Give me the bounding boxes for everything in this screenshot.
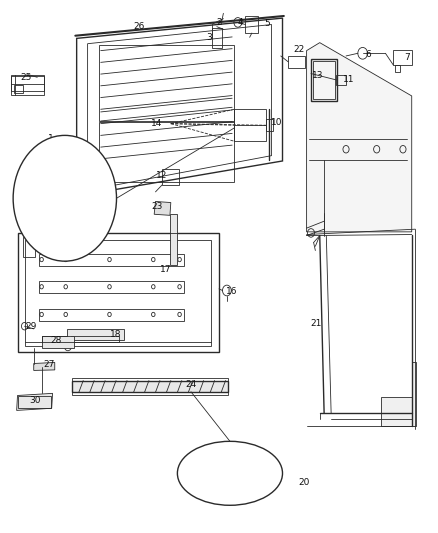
Polygon shape bbox=[17, 393, 53, 410]
Bar bbox=[14, 85, 23, 93]
Circle shape bbox=[13, 135, 117, 261]
Text: 16: 16 bbox=[226, 287, 238, 296]
Bar bbox=[393, 50, 412, 65]
Text: 6: 6 bbox=[365, 50, 371, 59]
Circle shape bbox=[71, 189, 79, 198]
Text: 4: 4 bbox=[237, 18, 243, 27]
Text: 24: 24 bbox=[185, 381, 197, 389]
Bar bbox=[245, 16, 258, 33]
Bar bbox=[72, 378, 228, 395]
Bar bbox=[170, 214, 177, 265]
Bar bbox=[99, 122, 234, 182]
Text: 1: 1 bbox=[47, 134, 53, 143]
Text: 11: 11 bbox=[343, 76, 354, 84]
Text: 21: 21 bbox=[311, 319, 322, 328]
Bar bbox=[18, 396, 51, 408]
Text: 25: 25 bbox=[21, 73, 32, 82]
Text: 23: 23 bbox=[151, 203, 162, 211]
Bar bbox=[71, 336, 119, 342]
Text: 18: 18 bbox=[110, 330, 122, 338]
Text: 28: 28 bbox=[50, 336, 62, 344]
Bar bbox=[42, 336, 74, 348]
Bar bbox=[11, 76, 44, 91]
Text: 17: 17 bbox=[160, 265, 171, 274]
Text: 3: 3 bbox=[206, 33, 212, 42]
Text: 22: 22 bbox=[293, 45, 305, 53]
Bar bbox=[266, 119, 273, 131]
Bar bbox=[39, 281, 184, 293]
Bar bbox=[39, 254, 184, 266]
Bar bbox=[162, 169, 179, 185]
Text: 7: 7 bbox=[404, 53, 410, 61]
Bar bbox=[288, 56, 305, 68]
Bar bbox=[67, 329, 124, 340]
Text: 20: 20 bbox=[298, 479, 310, 487]
Bar bbox=[208, 459, 243, 485]
Bar bbox=[412, 362, 416, 426]
Bar bbox=[234, 109, 266, 141]
Text: 30: 30 bbox=[29, 397, 40, 405]
Bar bbox=[381, 397, 414, 426]
Polygon shape bbox=[307, 43, 412, 232]
Text: 27: 27 bbox=[44, 360, 55, 369]
Bar bbox=[36, 175, 71, 217]
Ellipse shape bbox=[177, 441, 283, 505]
Bar bbox=[311, 59, 337, 101]
Bar bbox=[11, 75, 44, 95]
Bar bbox=[313, 61, 335, 99]
Text: 19: 19 bbox=[184, 480, 195, 488]
Text: 26: 26 bbox=[134, 22, 145, 31]
Text: 12: 12 bbox=[156, 172, 168, 180]
Text: 14: 14 bbox=[151, 119, 162, 128]
Text: 5: 5 bbox=[264, 20, 270, 28]
Bar bbox=[25, 240, 211, 346]
Circle shape bbox=[192, 469, 200, 478]
Text: 15: 15 bbox=[37, 190, 49, 199]
Bar bbox=[395, 65, 400, 72]
Bar bbox=[336, 75, 346, 85]
Bar bbox=[212, 28, 222, 48]
Bar bbox=[39, 309, 184, 321]
Polygon shape bbox=[34, 362, 55, 370]
Bar bbox=[242, 462, 246, 482]
Text: 13: 13 bbox=[312, 71, 324, 80]
Bar bbox=[99, 45, 234, 121]
Text: 29: 29 bbox=[25, 322, 37, 331]
Bar bbox=[23, 237, 35, 257]
Bar bbox=[72, 381, 228, 392]
Polygon shape bbox=[154, 201, 171, 215]
Bar bbox=[210, 462, 240, 482]
Text: 2: 2 bbox=[216, 18, 222, 27]
Text: 10: 10 bbox=[271, 118, 283, 127]
